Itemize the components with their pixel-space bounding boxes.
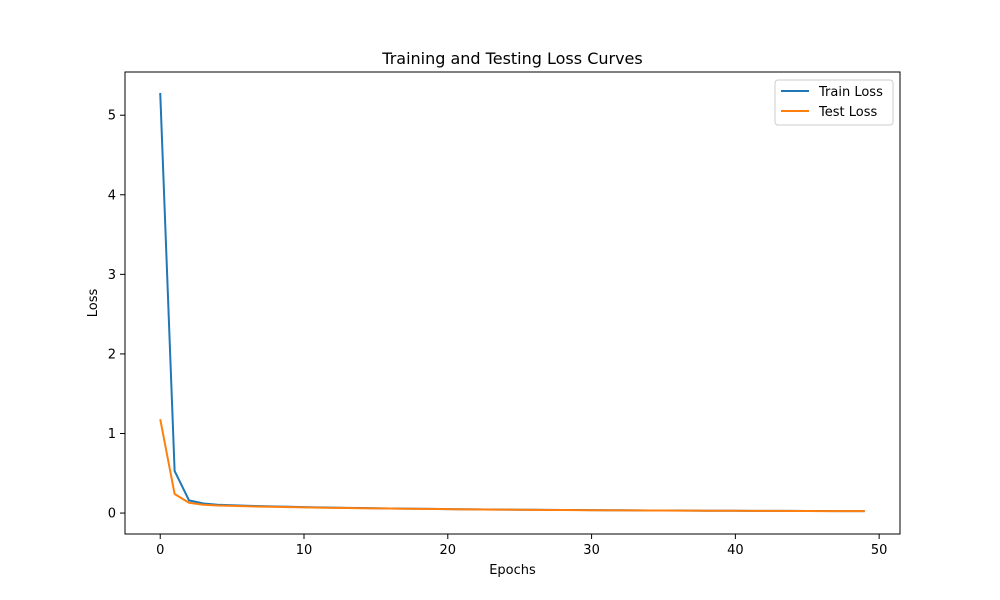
plot-frame (124, 71, 901, 535)
y-tick-label: 4 (108, 188, 116, 203)
x-tick-label: 30 (583, 543, 600, 558)
legend-label-train-loss: Train Loss (818, 85, 883, 100)
series-layer (159, 92, 865, 513)
y-axis-label: Loss (86, 289, 101, 318)
chart-title: Training and Testing Loss Curves (381, 49, 642, 68)
y-tick-label: 2 (108, 347, 116, 362)
x-tick-label: 40 (727, 543, 744, 558)
x-axis-ticks: 0 10 20 30 40 50 (156, 534, 887, 558)
series-line-test-loss (159, 418, 865, 513)
legend-label-test-loss: Test Loss (818, 105, 877, 120)
plot-area (125, 72, 900, 534)
y-tick-label: 0 (108, 507, 116, 522)
legend: Train Loss Test Loss (774, 79, 894, 126)
y-tick-label: 5 (108, 109, 116, 124)
y-tick-label: 1 (108, 427, 116, 442)
x-tick-label: 10 (296, 543, 313, 558)
x-tick-label: 50 (871, 543, 888, 558)
x-tick-label: 20 (440, 543, 457, 558)
y-axis-ticks: 0 1 2 3 4 5 (108, 109, 125, 522)
x-tick-label: 0 (156, 543, 164, 558)
y-tick-label: 3 (108, 268, 116, 283)
x-axis-label: Epochs (489, 563, 536, 578)
